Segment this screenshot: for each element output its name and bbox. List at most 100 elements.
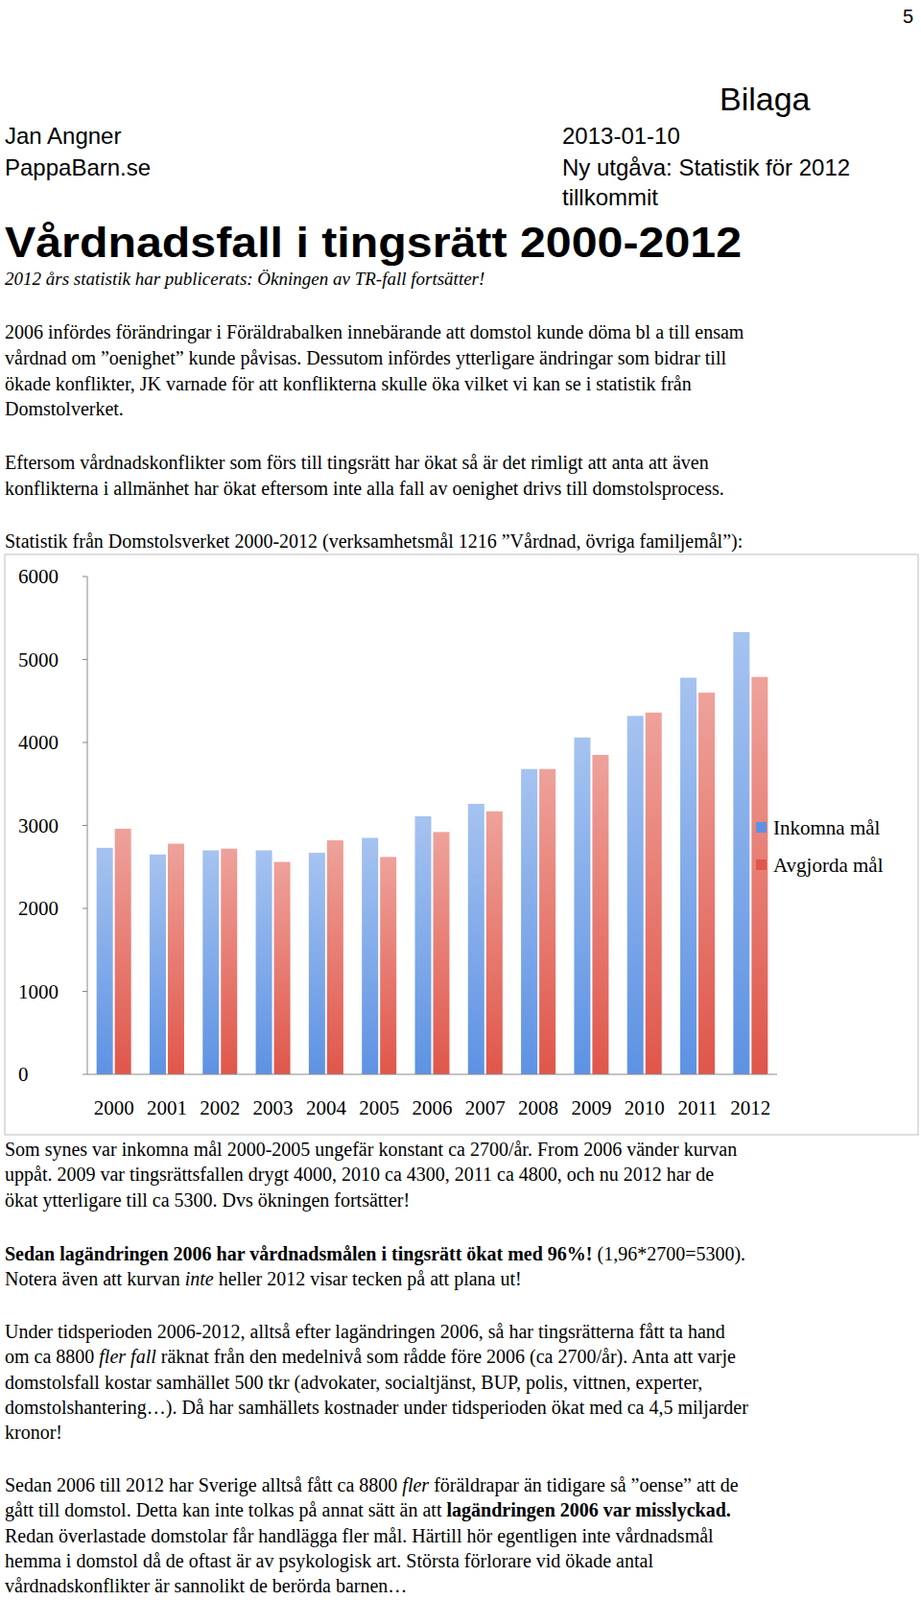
text-line: domstolshantering…). Då har samhällets k… xyxy=(4,1396,749,1419)
y-tick xyxy=(82,659,88,661)
y-tick xyxy=(82,576,88,578)
text-line: uppåt. 2009 var tingsrättsfallen drygt 4… xyxy=(4,1163,714,1186)
legend-swatch xyxy=(755,822,767,833)
bar xyxy=(645,712,662,1075)
bar xyxy=(573,737,591,1075)
y-tick-label: 5000 xyxy=(18,648,59,672)
text-run: konflikterna i allmänhet har ökat efters… xyxy=(4,477,725,500)
text-run: inte xyxy=(185,1268,214,1290)
x-axis xyxy=(87,1074,778,1076)
text-run: hemma i domstol då de oftast är av psyko… xyxy=(4,1550,654,1573)
text-run: uppåt. 2009 var tingsrättsfallen drygt 4… xyxy=(4,1163,714,1186)
x-tick-label: 2008 xyxy=(518,1096,559,1120)
x-tick-label: 2010 xyxy=(624,1096,665,1120)
text-run: gått till domstol. Detta kan inte tolkas… xyxy=(4,1499,447,1522)
text-line: domstolsfall kostar samhället 500 tkr (a… xyxy=(4,1371,703,1394)
date: 2013-01-10 xyxy=(562,122,681,149)
x-tick-label: 2006 xyxy=(412,1096,453,1120)
y-tick xyxy=(82,1074,88,1076)
bar xyxy=(698,692,715,1075)
text-line: konflikterna i allmänhet har ökat efters… xyxy=(4,477,725,500)
text-line: gått till domstol. Detta kan inte tolkas… xyxy=(4,1499,732,1522)
bar xyxy=(433,831,450,1075)
text-run: om ca 8800 xyxy=(4,1346,99,1368)
text-line: vårdnadskonflikter är sannolikt de berör… xyxy=(4,1575,407,1597)
bar xyxy=(520,769,538,1075)
bar xyxy=(256,850,273,1075)
x-tick-label: 2009 xyxy=(570,1096,612,1120)
y-tick-label: 6000 xyxy=(18,565,59,589)
y-tick-label: 4000 xyxy=(18,731,59,755)
text-run: fler fall xyxy=(98,1346,157,1369)
text-run: lagändringen 2006 var misslyckad. xyxy=(446,1499,731,1522)
bar xyxy=(415,816,432,1075)
bar xyxy=(468,803,485,1075)
text-line: Notera även att kurvan inte heller 2012 … xyxy=(4,1268,522,1291)
bar xyxy=(167,844,185,1075)
text-run: ökade konflikter, JK varnade för att kon… xyxy=(4,373,692,395)
text-run: (1,96*2700=5300). xyxy=(591,1243,746,1266)
y-tick-label: 3000 xyxy=(18,814,59,838)
text-run: vårdnad om ”oenighet” kunde påvisas. Des… xyxy=(4,347,727,370)
text-run: 2006 infördes förändringar i Föräldrabal… xyxy=(4,321,745,344)
y-tick xyxy=(82,908,88,910)
legend-label: Avgjorda mål xyxy=(773,853,884,877)
x-tick-label: 2001 xyxy=(146,1096,188,1120)
bar xyxy=(591,755,609,1075)
annex-label: Bilaga xyxy=(719,80,811,118)
text-line: Under tidsperioden 2006-2012, alltså eft… xyxy=(4,1321,726,1344)
text-run: Notera även att kurvan xyxy=(4,1268,186,1290)
y-axis xyxy=(87,576,89,1075)
text-line: Redan överlastade domstolar får handlägg… xyxy=(4,1525,714,1548)
bar xyxy=(486,811,503,1075)
text-line: 2006 infördes förändringar i Föräldrabal… xyxy=(4,321,745,344)
edition-note: Ny utgåva: Statistik för 2012 xyxy=(562,154,851,181)
x-tick-label: 2005 xyxy=(358,1096,400,1120)
bar xyxy=(680,678,697,1075)
bar xyxy=(627,715,644,1075)
legend-label: Inkomna mål xyxy=(773,816,881,840)
bar xyxy=(732,632,750,1075)
x-tick-label: 2004 xyxy=(306,1096,348,1120)
x-tick-label: 2007 xyxy=(465,1096,506,1120)
page-title: Vårdnadsfall i tingsrätt 2000-2012 xyxy=(4,218,742,266)
text-line: ökat ytterligare till ca 5300. Dvs öknin… xyxy=(4,1189,410,1212)
x-tick-label: 2003 xyxy=(253,1096,294,1120)
bar xyxy=(115,828,132,1075)
y-tick-label: 2000 xyxy=(18,897,59,921)
bar xyxy=(751,677,768,1075)
text-run: heller 2012 visar tecken på att plana ut… xyxy=(213,1268,522,1291)
text-run: Domstolverket. xyxy=(4,398,124,420)
text-run: domstolsfall kostar samhället 500 tkr (a… xyxy=(4,1371,703,1394)
author: Jan Angner xyxy=(4,122,121,149)
text-run: vårdnadskonflikter är sannolikt de berör… xyxy=(4,1575,407,1597)
bar xyxy=(96,848,114,1075)
text-line: vårdnad om ”oenighet” kunde påvisas. Des… xyxy=(4,347,727,370)
text-line: Som synes var inkomna mål 2000-2005 unge… xyxy=(4,1138,737,1161)
page: 5BilagaJan Angner2013-01-10PappaBarn.seN… xyxy=(0,0,921,1600)
text-line: kronor! xyxy=(4,1421,63,1443)
bar xyxy=(379,856,397,1075)
bar xyxy=(220,849,237,1075)
bar xyxy=(327,840,344,1075)
text-run: räknat från den medelnivå som rådde före… xyxy=(156,1346,736,1369)
text-run: Som synes var inkomna mål 2000-2005 unge… xyxy=(4,1138,737,1161)
y-tick-label: 1000 xyxy=(18,980,59,1004)
text-run: Under tidsperioden 2006-2012, alltså eft… xyxy=(4,1321,726,1344)
y-tick xyxy=(82,825,88,827)
text-line: Sedan 2006 till 2012 har Sverige alltså … xyxy=(4,1474,739,1497)
site: PappaBarn.se xyxy=(4,154,151,181)
text-line: Domstolverket. xyxy=(4,398,124,420)
text-run: Sedan 2006 till 2012 har Sverige alltså … xyxy=(4,1474,402,1497)
chart: 0100020003000400050006000200020012002200… xyxy=(4,554,919,1135)
text-run: Eftersom vårdnadskonflikter som förs til… xyxy=(4,451,709,474)
bar xyxy=(539,769,556,1075)
text-line: om ca 8800 fler fall räknat från den med… xyxy=(4,1346,736,1369)
text-run: fler xyxy=(401,1474,429,1497)
text-run: ökat ytterligare till ca 5300. Dvs öknin… xyxy=(4,1189,410,1212)
text-line: ökade konflikter, JK varnade för att kon… xyxy=(4,373,692,395)
x-tick-label: 2012 xyxy=(730,1096,771,1120)
bar xyxy=(274,862,291,1075)
x-tick-label: 2011 xyxy=(677,1096,717,1120)
bar xyxy=(149,854,166,1075)
